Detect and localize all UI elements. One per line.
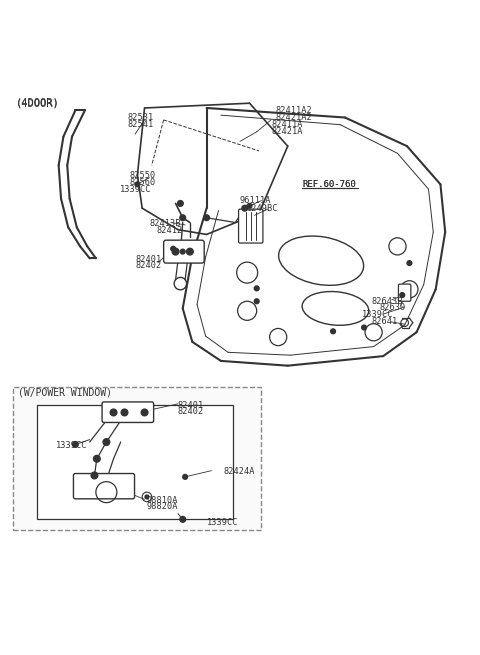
Circle shape <box>242 205 248 211</box>
Text: (4DOOR): (4DOOR) <box>16 97 60 107</box>
Circle shape <box>171 246 176 251</box>
Text: 1339CC: 1339CC <box>362 310 393 319</box>
Text: 82421A2: 82421A2 <box>276 113 312 122</box>
Text: 82401: 82401 <box>135 255 161 264</box>
Circle shape <box>187 248 193 255</box>
FancyBboxPatch shape <box>37 405 233 519</box>
FancyBboxPatch shape <box>398 284 411 301</box>
Text: 82412: 82412 <box>156 226 183 235</box>
Circle shape <box>254 286 259 291</box>
Text: 82424A: 82424A <box>223 467 255 476</box>
Text: 1249BC: 1249BC <box>247 204 279 213</box>
Circle shape <box>400 293 405 297</box>
Circle shape <box>141 409 148 416</box>
Text: (W/POWER WINDOW): (W/POWER WINDOW) <box>18 388 112 398</box>
Text: 82411A2: 82411A2 <box>276 106 312 115</box>
Text: 82413B: 82413B <box>149 219 181 229</box>
Circle shape <box>407 261 412 265</box>
FancyBboxPatch shape <box>73 474 134 499</box>
Text: (4DOOR): (4DOOR) <box>16 98 60 108</box>
Text: 82421A: 82421A <box>271 127 302 136</box>
Text: 82401: 82401 <box>178 401 204 410</box>
Circle shape <box>72 441 78 447</box>
Circle shape <box>135 182 140 187</box>
Text: 82641: 82641 <box>371 317 397 326</box>
FancyBboxPatch shape <box>102 402 154 422</box>
Text: 96111A: 96111A <box>240 196 272 205</box>
Circle shape <box>204 215 209 221</box>
Circle shape <box>180 250 185 254</box>
Text: REF.60-760: REF.60-760 <box>302 180 356 189</box>
Circle shape <box>121 409 128 416</box>
Text: 82402: 82402 <box>135 261 161 271</box>
Text: REF.60-760: REF.60-760 <box>302 180 356 189</box>
Circle shape <box>110 409 117 416</box>
Circle shape <box>94 455 100 462</box>
Text: 82531: 82531 <box>128 113 154 122</box>
Circle shape <box>362 325 366 330</box>
Circle shape <box>145 495 149 499</box>
Circle shape <box>331 329 336 333</box>
Text: 82402: 82402 <box>178 407 204 417</box>
FancyBboxPatch shape <box>13 387 262 531</box>
Circle shape <box>247 204 252 208</box>
Text: 82560: 82560 <box>129 178 156 187</box>
FancyBboxPatch shape <box>239 209 263 243</box>
Text: 82411A: 82411A <box>271 120 302 129</box>
Circle shape <box>103 439 110 445</box>
Circle shape <box>183 474 188 479</box>
Text: 1339CC: 1339CC <box>120 185 151 194</box>
Circle shape <box>180 215 186 221</box>
Text: 1339CC: 1339CC <box>206 517 238 527</box>
Circle shape <box>254 299 259 304</box>
Circle shape <box>180 517 186 522</box>
Circle shape <box>178 200 183 206</box>
Text: 82550: 82550 <box>129 171 156 180</box>
Text: 98820A: 98820A <box>147 502 179 512</box>
Text: 98810A: 98810A <box>147 496 179 505</box>
Text: 82643B: 82643B <box>371 297 403 306</box>
FancyBboxPatch shape <box>164 240 204 263</box>
Text: 82630: 82630 <box>380 303 406 312</box>
Circle shape <box>91 472 98 479</box>
Text: 1339CC: 1339CC <box>56 441 88 450</box>
Text: 82541: 82541 <box>128 120 154 128</box>
Circle shape <box>172 248 179 255</box>
